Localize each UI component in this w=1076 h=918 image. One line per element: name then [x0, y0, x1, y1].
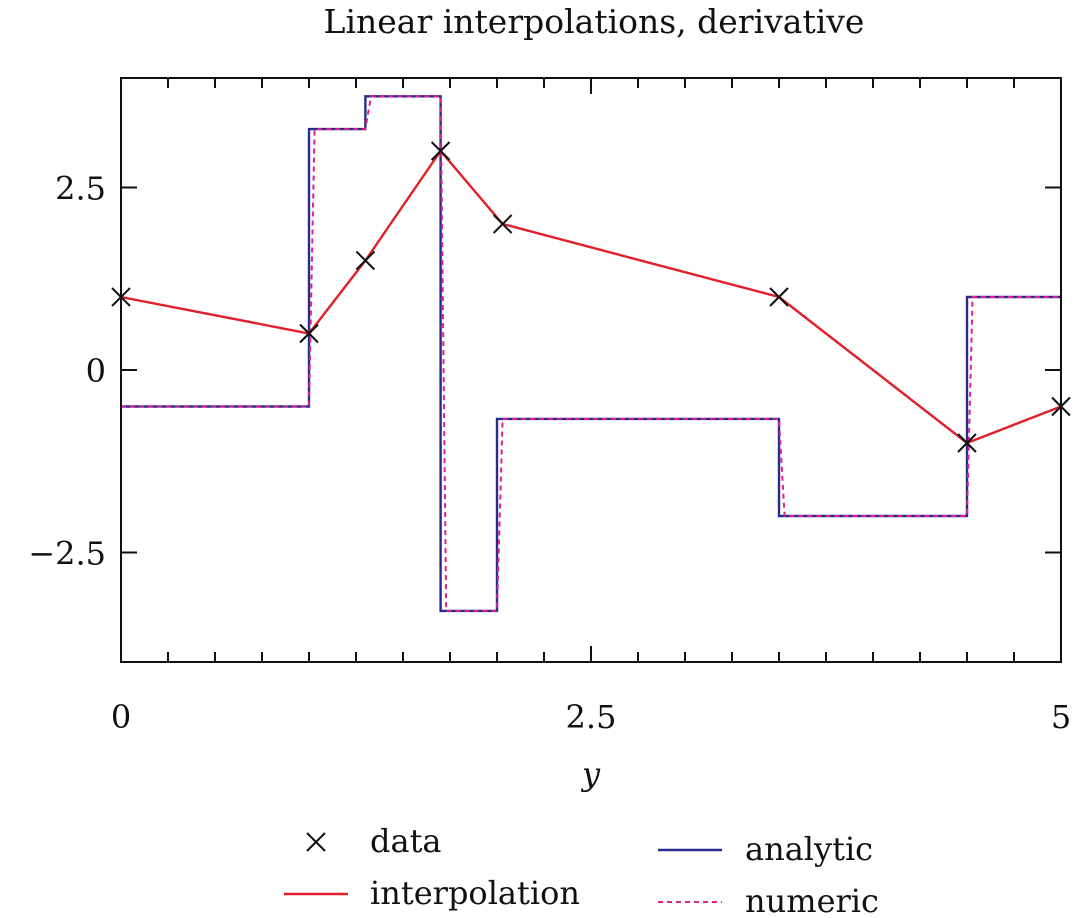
- legend-label-analytic: analytic: [745, 830, 873, 868]
- data-point: [492, 214, 513, 234]
- data-point-stroke: [355, 250, 376, 271]
- data-point-stroke: [430, 141, 451, 161]
- data-point-stroke: [299, 323, 319, 344]
- legend-label-data: data: [370, 822, 442, 860]
- data-point-stroke: [492, 214, 513, 234]
- legend: data interpolation analytic numeric: [284, 822, 879, 918]
- legend-item-analytic: analytic: [658, 830, 873, 868]
- x-tick-label: 5: [1051, 698, 1071, 736]
- data-point: [355, 250, 376, 271]
- legend-label-interpolation: interpolation: [370, 874, 580, 912]
- x-tick-label: 0: [111, 698, 131, 736]
- x-tick-label: 2.5: [566, 698, 617, 736]
- legend-item-data: data: [306, 822, 442, 860]
- plot-frame: [120, 77, 1062, 663]
- series-line-interpolation: [120, 149, 1062, 445]
- y-tick-label: 0: [86, 352, 106, 390]
- data-point-stroke: [957, 433, 977, 453]
- legend-swatch-data: [306, 832, 326, 852]
- series-line-numeric: [121, 95, 1061, 612]
- x-axis-label: y: [580, 755, 601, 793]
- legend-label-numeric: numeric: [745, 882, 879, 918]
- series-line-analytic: [121, 95, 1061, 613]
- series-layer: [111, 95, 1071, 613]
- data-point: [957, 433, 977, 453]
- data-point: [769, 287, 789, 307]
- chart-title: Linear interpolations, derivative: [324, 2, 865, 41]
- ticks-layer: 0 2.5 5 −2.5 0 2.5: [28, 78, 1071, 736]
- data-point-stroke: [769, 287, 789, 307]
- legend-item-interpolation: interpolation: [284, 874, 580, 912]
- y-tick-label: 2.5: [55, 170, 106, 208]
- data-point: [430, 141, 451, 161]
- data-point: [299, 323, 319, 344]
- y-tick-label: −2.5: [28, 535, 106, 573]
- legend-item-numeric: numeric: [658, 882, 879, 918]
